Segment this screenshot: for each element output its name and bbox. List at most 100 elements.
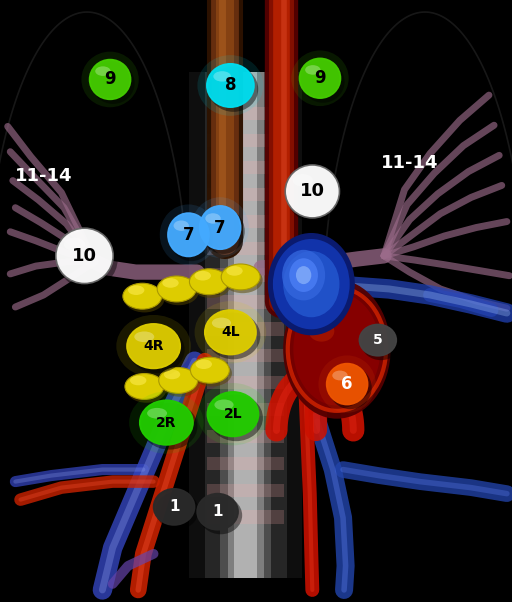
Ellipse shape — [205, 213, 221, 224]
Ellipse shape — [202, 208, 245, 254]
Ellipse shape — [198, 55, 263, 116]
Polygon shape — [189, 72, 302, 578]
Ellipse shape — [56, 228, 113, 284]
Ellipse shape — [127, 324, 180, 368]
Text: 5: 5 — [373, 333, 383, 347]
Ellipse shape — [293, 174, 313, 187]
Ellipse shape — [285, 165, 339, 218]
Polygon shape — [207, 349, 284, 362]
Text: 9: 9 — [104, 70, 116, 88]
Polygon shape — [207, 510, 284, 524]
Ellipse shape — [81, 52, 139, 107]
Ellipse shape — [168, 213, 209, 256]
Ellipse shape — [209, 66, 258, 112]
Polygon shape — [228, 72, 264, 578]
Polygon shape — [207, 322, 284, 335]
Ellipse shape — [329, 366, 372, 409]
Text: 7: 7 — [183, 226, 194, 244]
Ellipse shape — [191, 272, 231, 298]
Ellipse shape — [92, 62, 135, 104]
Ellipse shape — [289, 258, 318, 292]
Ellipse shape — [205, 310, 256, 355]
Ellipse shape — [95, 66, 111, 76]
Ellipse shape — [189, 268, 228, 294]
Text: 2R: 2R — [156, 415, 177, 430]
Ellipse shape — [318, 355, 376, 413]
Ellipse shape — [147, 408, 167, 418]
Ellipse shape — [126, 376, 166, 403]
Ellipse shape — [129, 391, 204, 454]
Polygon shape — [207, 430, 284, 443]
Ellipse shape — [287, 167, 344, 223]
Ellipse shape — [57, 231, 118, 288]
Ellipse shape — [196, 359, 212, 369]
Text: 9: 9 — [314, 69, 326, 87]
Ellipse shape — [293, 293, 380, 406]
Ellipse shape — [212, 318, 231, 328]
Ellipse shape — [156, 491, 199, 530]
Ellipse shape — [154, 489, 195, 525]
Ellipse shape — [305, 65, 321, 75]
Ellipse shape — [288, 286, 386, 412]
Ellipse shape — [268, 233, 355, 335]
Polygon shape — [207, 161, 284, 174]
Text: 1: 1 — [212, 504, 223, 519]
Ellipse shape — [164, 370, 180, 379]
Ellipse shape — [283, 279, 391, 419]
Ellipse shape — [300, 58, 340, 98]
Ellipse shape — [282, 250, 325, 300]
Polygon shape — [207, 403, 284, 416]
Ellipse shape — [195, 271, 211, 281]
Ellipse shape — [199, 496, 242, 535]
Ellipse shape — [124, 286, 164, 312]
Ellipse shape — [190, 357, 229, 383]
Polygon shape — [205, 72, 287, 578]
Ellipse shape — [207, 312, 261, 359]
Ellipse shape — [359, 324, 396, 356]
Ellipse shape — [283, 251, 339, 317]
Ellipse shape — [291, 51, 349, 106]
Text: 6: 6 — [342, 375, 353, 393]
Ellipse shape — [309, 320, 334, 342]
Ellipse shape — [174, 220, 189, 231]
Text: 4L: 4L — [221, 325, 240, 340]
Ellipse shape — [296, 266, 311, 284]
Polygon shape — [207, 107, 284, 120]
Ellipse shape — [332, 371, 348, 380]
Polygon shape — [207, 134, 284, 147]
Ellipse shape — [162, 278, 179, 288]
Ellipse shape — [192, 360, 232, 386]
Polygon shape — [207, 376, 284, 389]
Ellipse shape — [123, 283, 162, 309]
Ellipse shape — [221, 264, 260, 290]
Ellipse shape — [302, 61, 345, 103]
Text: 1: 1 — [169, 500, 179, 514]
Ellipse shape — [197, 494, 238, 530]
Polygon shape — [207, 215, 284, 228]
Polygon shape — [207, 296, 284, 309]
Ellipse shape — [200, 206, 241, 249]
Polygon shape — [207, 268, 284, 282]
Ellipse shape — [191, 197, 249, 258]
Text: 10: 10 — [72, 247, 97, 265]
Ellipse shape — [273, 239, 350, 329]
Text: 7: 7 — [215, 219, 226, 237]
Ellipse shape — [116, 315, 191, 377]
Ellipse shape — [140, 400, 193, 445]
Text: 11-14: 11-14 — [15, 167, 72, 185]
Ellipse shape — [361, 327, 400, 360]
Ellipse shape — [128, 285, 144, 295]
Ellipse shape — [170, 216, 213, 261]
Ellipse shape — [159, 279, 199, 305]
Ellipse shape — [160, 205, 217, 265]
Polygon shape — [234, 72, 257, 578]
Ellipse shape — [207, 392, 259, 436]
Text: 4R: 4R — [143, 339, 164, 353]
Ellipse shape — [327, 364, 368, 405]
Polygon shape — [207, 457, 284, 470]
Ellipse shape — [90, 60, 131, 99]
Ellipse shape — [207, 64, 254, 107]
Ellipse shape — [160, 370, 200, 397]
Ellipse shape — [214, 71, 231, 82]
Ellipse shape — [63, 238, 85, 251]
